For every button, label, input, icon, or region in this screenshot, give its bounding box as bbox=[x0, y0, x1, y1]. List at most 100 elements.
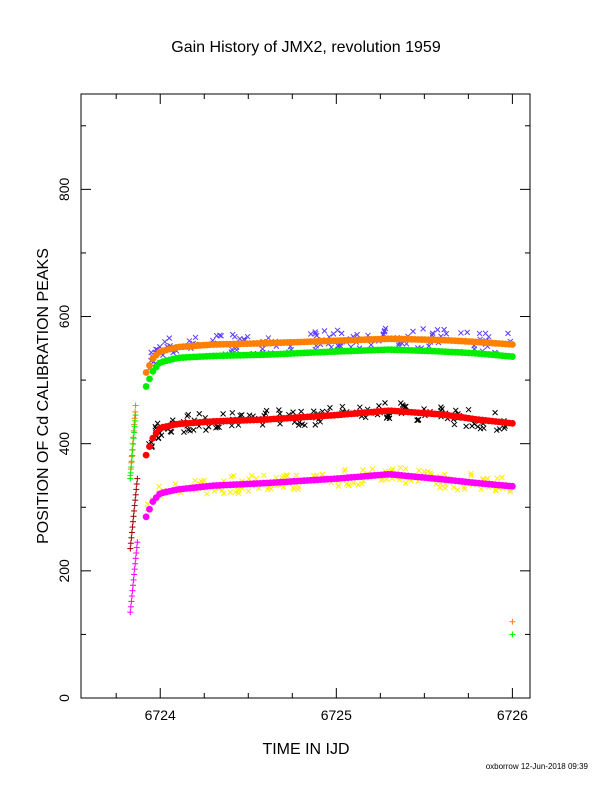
fit-point-green bbox=[146, 375, 153, 383]
ramp-point-dark_red bbox=[127, 540, 134, 547]
y-tick-label: 0 bbox=[56, 694, 72, 702]
ramp-point-magenta bbox=[133, 544, 140, 551]
y-tick-label: 200 bbox=[56, 559, 72, 583]
footer-credit: oxborrow 12-Jun-2018 09:39 bbox=[486, 762, 589, 771]
ramp-point-magenta bbox=[128, 598, 135, 605]
scatter-point-blue_purple bbox=[505, 330, 511, 337]
ramp-point-green bbox=[132, 417, 139, 424]
scatter-point-yellow bbox=[467, 470, 474, 477]
scatter-point-black bbox=[451, 421, 458, 428]
scatter-point-yellow bbox=[227, 489, 234, 496]
ramp-point-dark_red bbox=[130, 518, 137, 525]
scatter-point-black bbox=[312, 422, 319, 428]
ramp-point-magenta bbox=[131, 566, 138, 573]
scatter-point-black bbox=[213, 424, 219, 431]
scatter-point-black bbox=[167, 428, 174, 435]
ramp-point-green bbox=[128, 458, 135, 465]
fit-point-magenta bbox=[146, 505, 153, 513]
scatter-point-yellow bbox=[461, 484, 467, 490]
x-axis-label: TIME IN IJD bbox=[262, 741, 349, 758]
scatter-point-yellow bbox=[343, 481, 350, 487]
ramp-point-orange bbox=[132, 402, 139, 409]
scatter-point-black bbox=[185, 411, 192, 418]
scatter-point-black bbox=[185, 426, 192, 433]
ramp-point-dark_red bbox=[128, 534, 135, 541]
fit-point-red bbox=[508, 419, 516, 427]
scatter-point-black bbox=[402, 403, 408, 410]
scatter-point-blue_purple bbox=[307, 331, 314, 337]
ramp-point-magenta bbox=[133, 549, 140, 556]
scatter-point-yellow bbox=[355, 481, 361, 488]
scatter-point-blue_purple bbox=[166, 335, 173, 342]
scatter-point-black bbox=[277, 410, 283, 417]
scatter-point-yellow bbox=[507, 488, 514, 495]
scatter-point-blue_purple bbox=[148, 349, 155, 356]
ramp-point-magenta bbox=[129, 587, 136, 594]
scatter-point-yellow bbox=[245, 488, 252, 495]
ramp-point-magenta bbox=[132, 560, 139, 567]
scatter-point-black bbox=[214, 424, 221, 430]
scatter-point-yellow bbox=[450, 484, 457, 490]
ramp-point-magenta bbox=[134, 539, 141, 546]
scatter-point-blue_purple bbox=[476, 330, 483, 337]
scatter-point-yellow bbox=[492, 486, 499, 493]
scatter-point-blue_purple bbox=[425, 343, 432, 349]
scatter-point-black bbox=[196, 410, 203, 417]
scatter-point-blue_purple bbox=[458, 330, 464, 336]
scatter-point-blue_purple bbox=[244, 333, 251, 340]
scatter-point-black bbox=[277, 420, 283, 427]
fit-point-red bbox=[146, 443, 153, 451]
scatter-point-yellow bbox=[499, 474, 505, 481]
ramp-point-dark_red bbox=[127, 545, 134, 552]
data-marks bbox=[127, 325, 516, 638]
scatter-point-black bbox=[187, 427, 193, 434]
scatter-point-black bbox=[181, 429, 187, 435]
scatter-point-blue_purple bbox=[313, 332, 320, 339]
scatter-point-yellow bbox=[280, 484, 287, 491]
scatter-point-yellow bbox=[211, 488, 218, 494]
scatter-point-yellow bbox=[397, 464, 404, 471]
scatter-point-black bbox=[310, 408, 317, 415]
ramp-point-magenta bbox=[127, 609, 134, 616]
scatter-point-yellow bbox=[454, 486, 461, 493]
minor-ticks bbox=[81, 94, 530, 698]
scatter-point-blue_purple bbox=[334, 327, 341, 334]
scatter-point-black bbox=[295, 422, 302, 428]
scatter-point-blue_purple bbox=[429, 330, 436, 337]
scatter-point-blue_purple bbox=[441, 326, 447, 333]
scatter-point-black bbox=[190, 427, 197, 433]
ramp-point-green bbox=[131, 423, 138, 430]
scatter-point-black bbox=[376, 402, 382, 409]
scatter-point-blue_purple bbox=[338, 330, 345, 337]
fit-point-orange bbox=[146, 362, 153, 369]
ramp-point-dark_red bbox=[131, 507, 138, 514]
ramp-point-green bbox=[130, 435, 137, 442]
scatter-point-blue_purple bbox=[218, 332, 224, 339]
scatter-point-blue_purple bbox=[265, 335, 272, 341]
y-axis-label: POSITION OF Cd CALIBRATION PEAKS bbox=[35, 248, 52, 544]
ramp-point-dark_red bbox=[131, 502, 138, 509]
scatter-point-black bbox=[493, 427, 500, 434]
scatter-point-blue_purple bbox=[192, 334, 199, 341]
scatter-point-yellow bbox=[290, 484, 296, 491]
ramp-point-magenta bbox=[130, 576, 137, 583]
scatter-point-black bbox=[229, 409, 236, 416]
scatter-point-blue_purple bbox=[485, 333, 492, 340]
plot-frame bbox=[80, 93, 531, 699]
scatter-point-yellow bbox=[204, 490, 210, 497]
scatter-point-yellow bbox=[172, 481, 179, 487]
scatter-point-blue_purple bbox=[216, 332, 223, 339]
ramp-point-magenta bbox=[131, 571, 138, 578]
scatter-point-yellow bbox=[359, 480, 365, 487]
scatter-point-black bbox=[154, 420, 161, 427]
ramp-point-green bbox=[129, 452, 136, 459]
scatter-point-yellow bbox=[335, 483, 342, 489]
scatter-point-black bbox=[415, 417, 421, 424]
ramp-point-dark_red bbox=[130, 513, 137, 520]
scatter-point-black bbox=[238, 411, 245, 418]
scatter-point-black bbox=[290, 409, 296, 415]
scatter-point-blue_purple bbox=[410, 328, 416, 335]
tick-labels: 0 200 400 600 800 6724 6725 6726 bbox=[56, 177, 528, 723]
scatter-point-blue_purple bbox=[237, 335, 243, 342]
